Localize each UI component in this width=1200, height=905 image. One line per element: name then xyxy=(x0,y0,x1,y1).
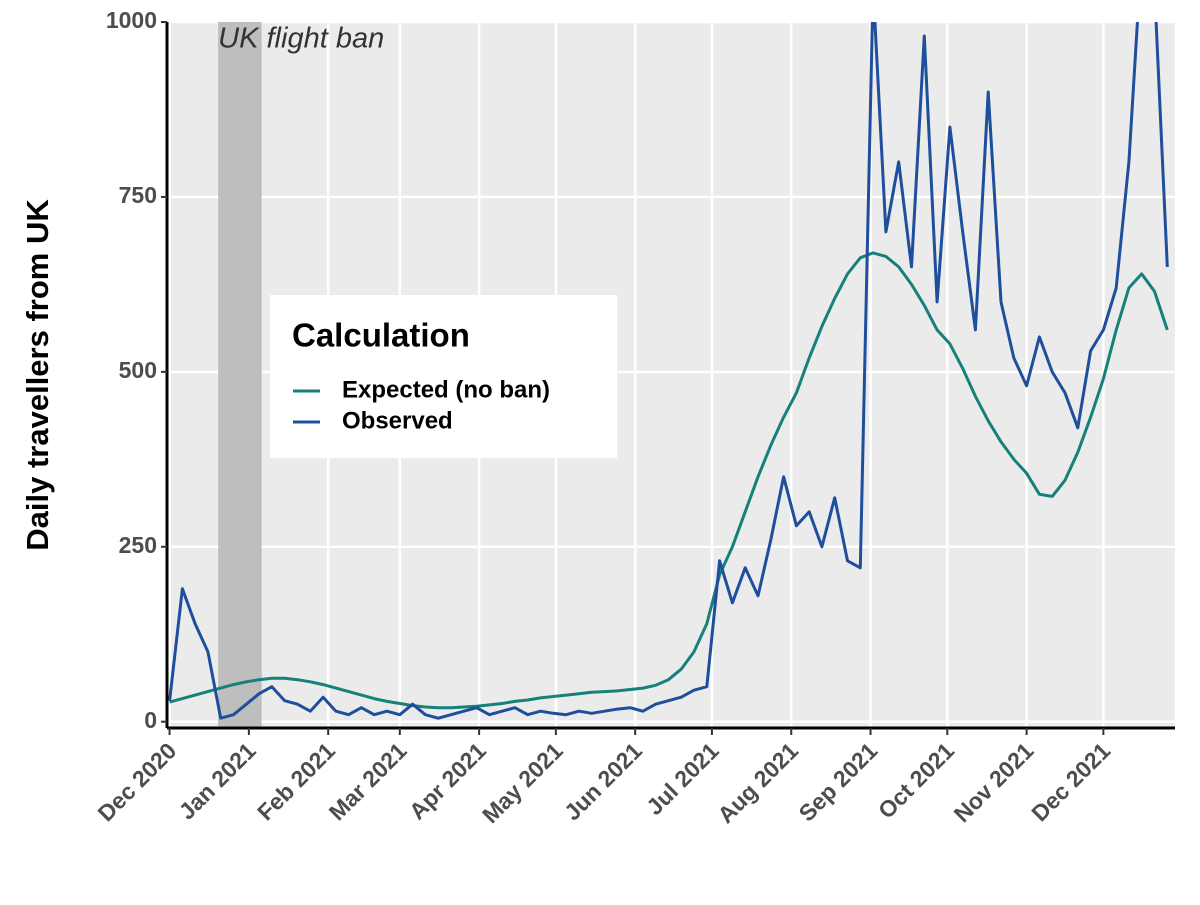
x-tick-label: Jun 2021 xyxy=(559,737,647,825)
series-line xyxy=(169,251,1169,710)
legend-label: Observed xyxy=(342,407,453,434)
y-tick-label: 750 xyxy=(119,182,157,208)
y-tick-label: 250 xyxy=(119,532,157,558)
x-tick-label: Mar 2021 xyxy=(324,737,412,825)
x-tick-label: Sep 2021 xyxy=(793,737,882,826)
x-tick-label: Jan 2021 xyxy=(174,737,261,824)
x-tick-label: Nov 2021 xyxy=(949,737,1039,827)
x-tick-label: Aug 2021 xyxy=(712,737,803,828)
y-tick-label: 1000 xyxy=(106,7,157,33)
y-tick-label: 500 xyxy=(119,357,157,383)
series-line xyxy=(168,22,1169,720)
x-tick-label: Oct 2021 xyxy=(873,737,959,823)
annotation: UK flight ban xyxy=(218,23,384,55)
x-tick-label: Dec 2020 xyxy=(92,737,181,826)
legend-label: Expected (no ban) xyxy=(342,376,550,403)
y-axis-title: Daily travellers from UK xyxy=(20,199,55,551)
y-tick-label: 0 xyxy=(144,707,157,733)
legend-title: Calculation xyxy=(292,317,470,354)
x-tick-label: May 2021 xyxy=(477,737,568,828)
legend-box xyxy=(270,295,617,458)
flight-ban-band xyxy=(218,22,262,728)
x-tick-label: Dec 2021 xyxy=(1026,737,1115,826)
x-tick-label: Feb 2021 xyxy=(252,737,340,825)
x-tick-label: Jul 2021 xyxy=(641,737,724,820)
